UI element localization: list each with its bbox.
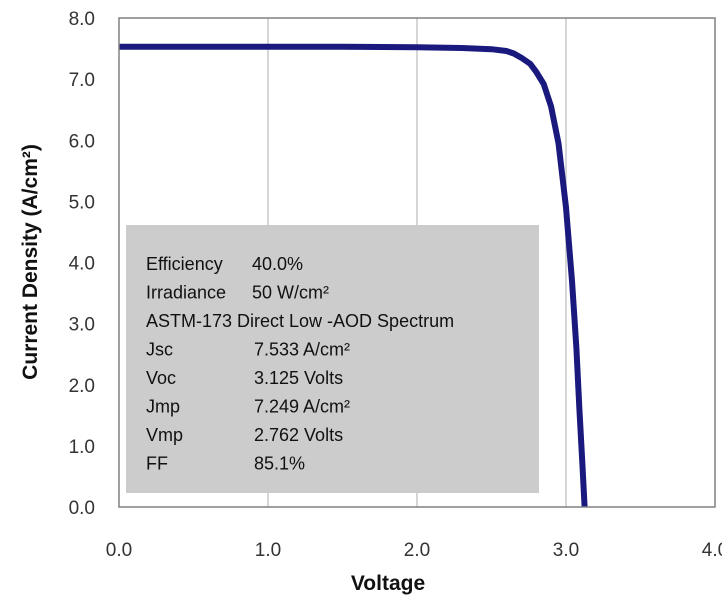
x-axis-title: Voltage — [351, 572, 425, 595]
annotation-value: 40.0% — [252, 254, 303, 274]
plot-area-frame — [118, 17, 716, 508]
y-tick-label: 4.0 — [69, 254, 95, 275]
annotation-label: FF — [146, 454, 168, 474]
y-axis-title: Current Density (A/cm²) — [19, 144, 42, 380]
metrics-annotation-box: Efficiency 40.0% Irradiance 50 W/cm² ASTM-17… — [126, 225, 539, 493]
annotation-background — [126, 225, 539, 493]
annotation-label: Vmp — [146, 425, 183, 445]
x-tick-label: 4.0 — [702, 540, 722, 561]
y-tick-label: 0.0 — [69, 498, 95, 519]
y-tick-label: 2.0 — [69, 376, 95, 397]
x-axis-ticks: 0.0 1.0 2.0 3.0 4.0 — [106, 540, 722, 561]
annotation-label: Irradiance — [146, 283, 226, 303]
iv-curve-line — [119, 43, 588, 508]
x-tick-label: 0.0 — [106, 540, 132, 561]
y-tick-label: 8.0 — [69, 9, 95, 30]
annotation-value: 2.762 Volts — [254, 425, 343, 445]
x-tick-label: 1.0 — [255, 540, 281, 561]
annotation-value: 50 W/cm² — [252, 283, 329, 303]
annotation-label: ASTM-173 Direct Low -AOD Spectrum — [146, 311, 454, 331]
series-layer — [119, 43, 588, 508]
y-tick-label: 3.0 — [69, 315, 95, 336]
y-tick-label: 5.0 — [69, 192, 95, 213]
annotation-label: Jsc — [146, 340, 173, 360]
annotation-label: Jmp — [146, 397, 180, 417]
x-tick-label: 3.0 — [553, 540, 579, 561]
y-tick-label: 7.0 — [69, 70, 95, 91]
annotation-value: 7.249 A/cm² — [254, 397, 350, 417]
annotation-value: 7.533 A/cm² — [254, 340, 350, 360]
y-tick-label: 6.0 — [69, 131, 95, 152]
x-tick-label: 2.0 — [404, 540, 430, 561]
y-axis-ticks: 0.0 1.0 2.0 3.0 4.0 5.0 6.0 7.0 8.0 — [69, 9, 95, 519]
y-tick-label: 1.0 — [69, 437, 95, 458]
annotation-value: 3.125 Volts — [254, 368, 343, 388]
annotation-label: Efficiency — [146, 254, 223, 274]
annotation-value: 85.1% — [254, 454, 305, 474]
annotation-label: Voc — [146, 368, 176, 388]
